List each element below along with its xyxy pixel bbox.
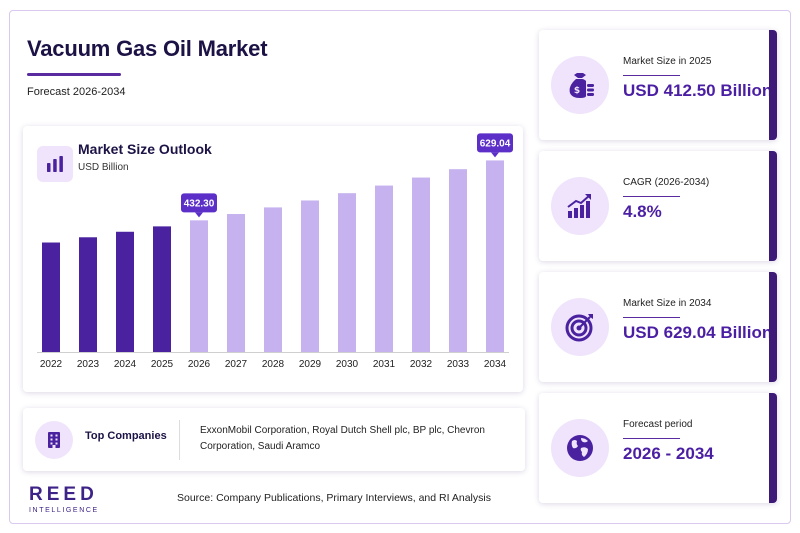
bar-2025	[153, 226, 171, 352]
x-tick-label-2033: 2033	[447, 359, 470, 370]
page-subtitle: Forecast 2026-2034	[27, 86, 126, 98]
x-tick-label-2024: 2024	[114, 359, 137, 370]
reed-intelligence-logo: REED INTELLIGENCE	[29, 484, 99, 514]
bar-2030	[338, 193, 356, 352]
bar-2024	[116, 231, 134, 352]
stat-underline	[623, 317, 680, 318]
x-tick-label-2023: 2023	[77, 359, 100, 370]
data-label-2034: 629.04	[477, 133, 513, 158]
stat-card-market-size-2025: $ Market Size in 2025 USD 412.50 Billion	[539, 30, 777, 140]
svg-text:$: $	[574, 86, 580, 96]
x-tick-label-2027: 2027	[225, 359, 248, 370]
bar-2029	[301, 200, 319, 352]
card-accent-edge	[769, 272, 777, 382]
x-tick-label-2026: 2026	[188, 359, 211, 370]
svg-text:629.04: 629.04	[480, 138, 511, 149]
bar-2022	[42, 242, 60, 352]
stat-label: Market Size in 2025	[623, 56, 712, 67]
bar-2027	[227, 214, 245, 352]
bar-2031	[375, 185, 393, 352]
stat-value: 2026 - 2034	[623, 444, 714, 463]
svg-text:432.30: 432.30	[184, 198, 215, 209]
chart-unit: USD Billion	[78, 162, 129, 173]
divider	[179, 420, 180, 460]
stat-label: Forecast period	[623, 419, 693, 430]
market-size-chart-card: Market Size Outlook USD Billion 2022 2023…	[23, 126, 523, 392]
bar-2034	[486, 160, 504, 352]
bar-chart-icon	[37, 146, 73, 182]
source-note: Source: Company Publications, Primary In…	[177, 492, 491, 504]
stat-card-forecast-period: Forecast period 2026 - 2034	[539, 393, 777, 503]
x-tick-label-2030: 2030	[336, 359, 359, 370]
x-tick-label-2029: 2029	[299, 359, 322, 370]
money-bag-icon: $	[551, 56, 609, 114]
data-label-2026: 432.30	[181, 193, 217, 218]
globe-icon	[551, 419, 609, 477]
chart-title: Market Size Outlook	[78, 141, 212, 157]
x-tick-label-2031: 2031	[373, 359, 396, 370]
logo-sub-text: INTELLIGENCE	[29, 507, 99, 514]
x-tick-label-2028: 2028	[262, 359, 285, 370]
stat-underline	[623, 196, 680, 197]
page-title: Vacuum Gas Oil Market	[27, 36, 268, 61]
x-tick-label-2022: 2022	[40, 359, 63, 370]
x-tick-label-2034: 2034	[484, 359, 507, 370]
stat-underline	[623, 438, 680, 439]
bar-2028	[264, 207, 282, 352]
building-icon	[35, 421, 73, 459]
title-underline	[27, 73, 121, 76]
stat-card-cagr: CAGR (2026-2034) 4.8%	[539, 151, 777, 261]
bar-chart: 2022 2023 2024 2025 2026 2027 2028 2029 2030 2031…	[37, 133, 513, 370]
stat-label: CAGR (2026-2034)	[623, 177, 710, 188]
growth-chart-icon	[551, 177, 609, 235]
x-tick-label-2025: 2025	[151, 359, 174, 370]
bar-2033	[449, 169, 467, 352]
x-tick-label-2032: 2032	[410, 359, 433, 370]
top-companies-label: Top Companies	[85, 430, 167, 442]
stat-value: USD 629.04 Billion	[623, 323, 773, 342]
stat-value: USD 412.50 Billion	[623, 81, 773, 100]
target-icon	[551, 298, 609, 356]
bar-2026	[190, 220, 208, 352]
stat-value: 4.8%	[623, 202, 662, 221]
top-companies-list: ExxonMobil Corporation, Royal Dutch Shel…	[200, 425, 485, 452]
card-accent-edge	[769, 30, 777, 140]
stat-label: Market Size in 2034	[623, 298, 712, 309]
top-companies-card: Top Companies ExxonMobil Corporation, Ro…	[23, 408, 525, 471]
stat-underline	[623, 75, 680, 76]
bar-2032	[412, 177, 430, 352]
logo-main-text: REED	[29, 484, 98, 505]
stat-card-market-size-2034: Market Size in 2034 USD 629.04 Billion	[539, 272, 777, 382]
bar-2023	[79, 237, 97, 352]
card-accent-edge	[769, 393, 777, 503]
card-accent-edge	[769, 151, 777, 261]
